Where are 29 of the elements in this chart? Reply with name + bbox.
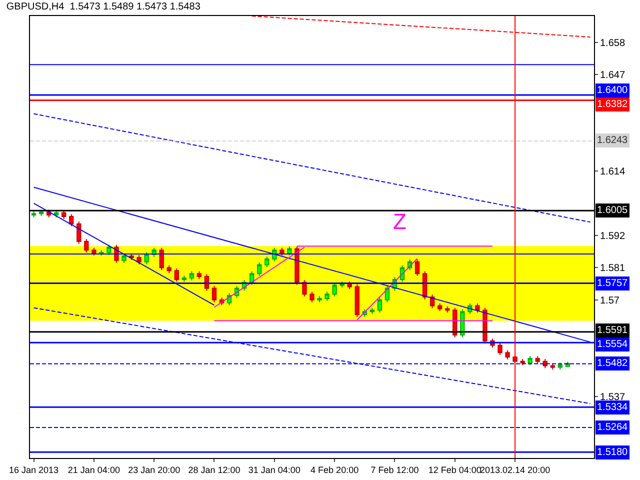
- x-tick-label: 16 Jan 2013: [8, 464, 59, 475]
- ref-line-label: 1.5264: [597, 422, 628, 433]
- ref-line-label: 1.6005: [597, 205, 628, 216]
- x-tick-label: 31 Jan 04:00: [248, 464, 300, 475]
- x-tick-label: 7 Feb 12:00: [370, 464, 419, 475]
- y-tick-label: 1.592: [600, 231, 626, 242]
- ref-line-label: 1.6382: [597, 99, 628, 110]
- y-tick-label: 1.658: [600, 38, 626, 49]
- ref-line-label: 1.5554: [597, 339, 628, 350]
- y-tick-label: 1.537: [600, 392, 626, 404]
- ref-line-label: 1.5482: [597, 358, 628, 369]
- x-tick-label: 21 Jan 04:00: [68, 464, 120, 475]
- x-tick-label: 4 Feb 20:00: [310, 464, 359, 475]
- ref-line-label: 1.5334: [597, 402, 628, 413]
- ref-line-label: 1.6243: [597, 135, 628, 146]
- chart-title: GBPUSD,H4 1.5473 1.5489 1.5473 1.5483: [6, 1, 201, 12]
- ref-line-label: 1.6400: [597, 85, 628, 96]
- x-tick-label: 12 Feb 04:00: [428, 464, 482, 475]
- y-tick-label: 1.57: [600, 295, 620, 306]
- ref-line-label: 1.5591: [597, 325, 628, 336]
- ref-line-label: 1.5757: [597, 278, 628, 289]
- y-tick-label: 1.614: [600, 166, 626, 178]
- x-tick-label: 2013.02.14 20:00: [480, 464, 550, 475]
- y-tick-label: 1.647: [600, 70, 626, 82]
- ref-line-label: 1.5180: [597, 447, 628, 458]
- x-tick-label: 28 Jan 12:00: [188, 464, 240, 475]
- x-tick-label: 23 Jan 20:00: [128, 464, 180, 475]
- y-tick-label: 1.581: [600, 263, 626, 274]
- annotation: Z: [393, 209, 406, 234]
